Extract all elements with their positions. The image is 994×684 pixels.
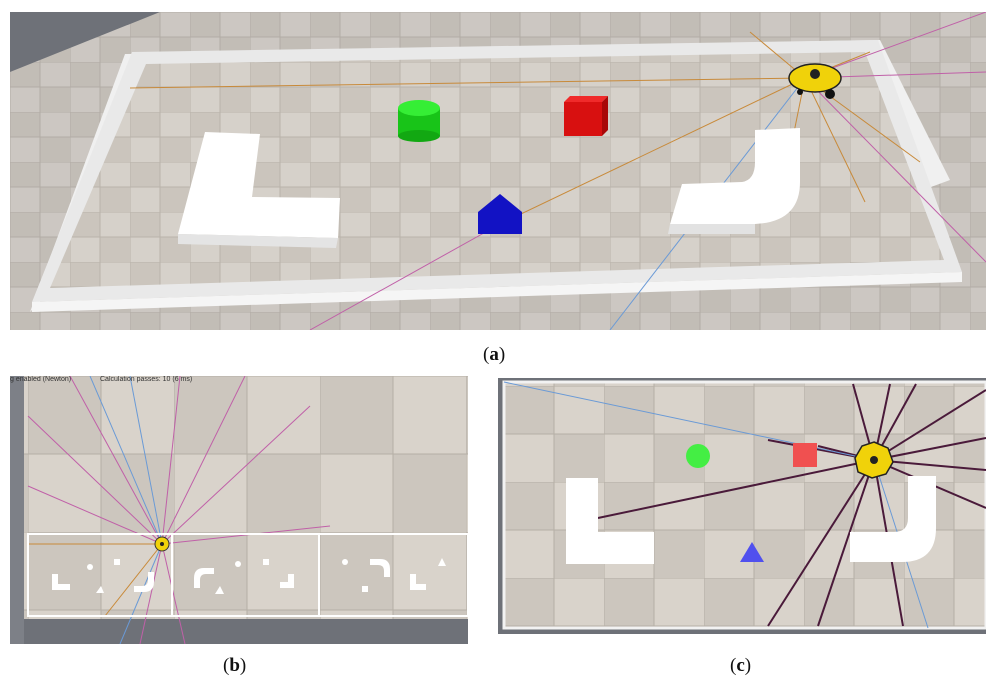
l-shaped-wall [566, 478, 654, 564]
arena-wall-back [30, 40, 950, 312]
sensor-rays [27, 376, 331, 644]
panel-c-top-view [498, 378, 986, 634]
robot-with-lidar [854, 441, 894, 479]
robot-with-lidar [154, 536, 170, 552]
blue-pentagon [740, 542, 764, 562]
arena-front-wall [32, 272, 962, 312]
status-text-physics: g enabled (Newton) [10, 376, 72, 383]
panel-c-scene [498, 378, 986, 634]
green-cylinder [398, 100, 440, 142]
red-cube [564, 96, 608, 136]
j-shaped-wall [668, 128, 800, 234]
panel-a-perspective-view [10, 12, 986, 330]
red-cube [793, 443, 817, 467]
j-shaped-wall [850, 476, 936, 562]
mini-l-shape [52, 574, 70, 590]
status-text-calculation: Calculation passes: 10 (6 ms) [100, 376, 193, 383]
l-shaped-wall [178, 132, 340, 248]
mini-j-shape [134, 572, 154, 592]
panel-a-scene [10, 12, 986, 330]
green-cylinder [686, 444, 710, 468]
caption-b: (b) [223, 655, 247, 676]
caption-c: (c) [730, 655, 752, 676]
caption-a: (a) [483, 344, 506, 365]
robot-with-lidar [788, 63, 842, 99]
layout-strip [27, 533, 468, 617]
panel-b-top-view: g enabled (Newton) Calculation passes: 1… [10, 376, 468, 644]
blue-pentagon [478, 194, 522, 234]
panel-b-scene [10, 376, 468, 644]
